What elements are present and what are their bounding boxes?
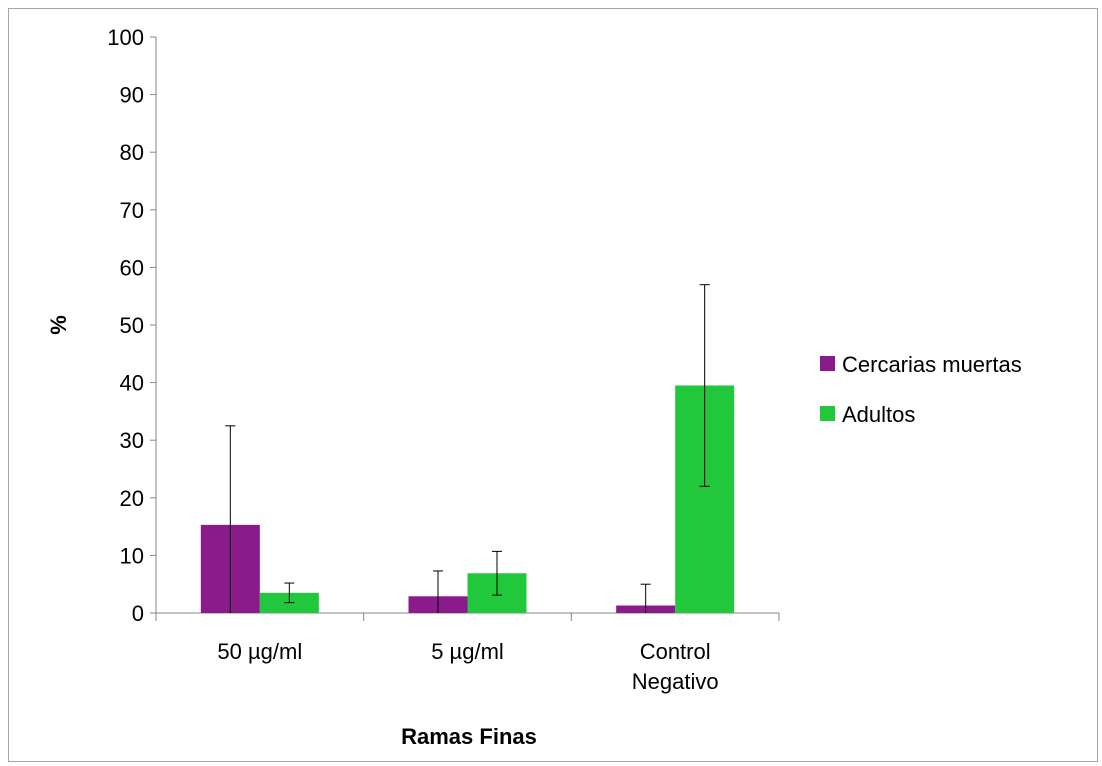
error-bars xyxy=(225,284,710,613)
y-tick-label: 80 xyxy=(120,140,144,165)
legend-label: Cercarias muertas xyxy=(842,352,1022,377)
y-tick-label: 90 xyxy=(120,83,144,108)
legend-swatch xyxy=(820,356,835,371)
x-category-label: 50 µg/ml xyxy=(217,639,302,664)
y-axis: 0 10 20 30 40 50 60 70 80 90 100 xyxy=(107,25,157,626)
y-tick-label: 100 xyxy=(107,25,144,50)
x-category-label-line: 5 µg/ml xyxy=(431,639,504,664)
x-category-label-line: Control xyxy=(640,639,711,664)
y-tick-label: 50 xyxy=(120,313,144,338)
legend: Cercarias muertas Adultos xyxy=(820,352,1022,427)
x-axis: 50 µg/ml 5 µg/ml Control Negativo xyxy=(155,612,780,694)
legend-label: Adultos xyxy=(842,402,915,427)
x-axis-title: Ramas Finas xyxy=(401,724,537,749)
legend-swatch xyxy=(820,406,835,421)
y-tick-label: 30 xyxy=(120,428,144,453)
y-tick-label: 10 xyxy=(120,543,144,568)
y-axis-title: % xyxy=(46,315,71,335)
bars xyxy=(200,385,735,613)
y-tick-label: 70 xyxy=(120,198,144,223)
x-category-label-line: Negativo xyxy=(632,669,719,694)
x-category-label-line: 50 µg/ml xyxy=(217,639,302,664)
y-tick-label: 40 xyxy=(120,371,144,396)
y-tick-label: 0 xyxy=(132,601,144,626)
y-tick-label: 60 xyxy=(120,255,144,280)
chart-frame xyxy=(8,8,1098,762)
x-category-label: Control Negativo xyxy=(632,639,719,694)
y-tick-label: 20 xyxy=(120,486,144,511)
x-category-label: 5 µg/ml xyxy=(431,639,504,664)
